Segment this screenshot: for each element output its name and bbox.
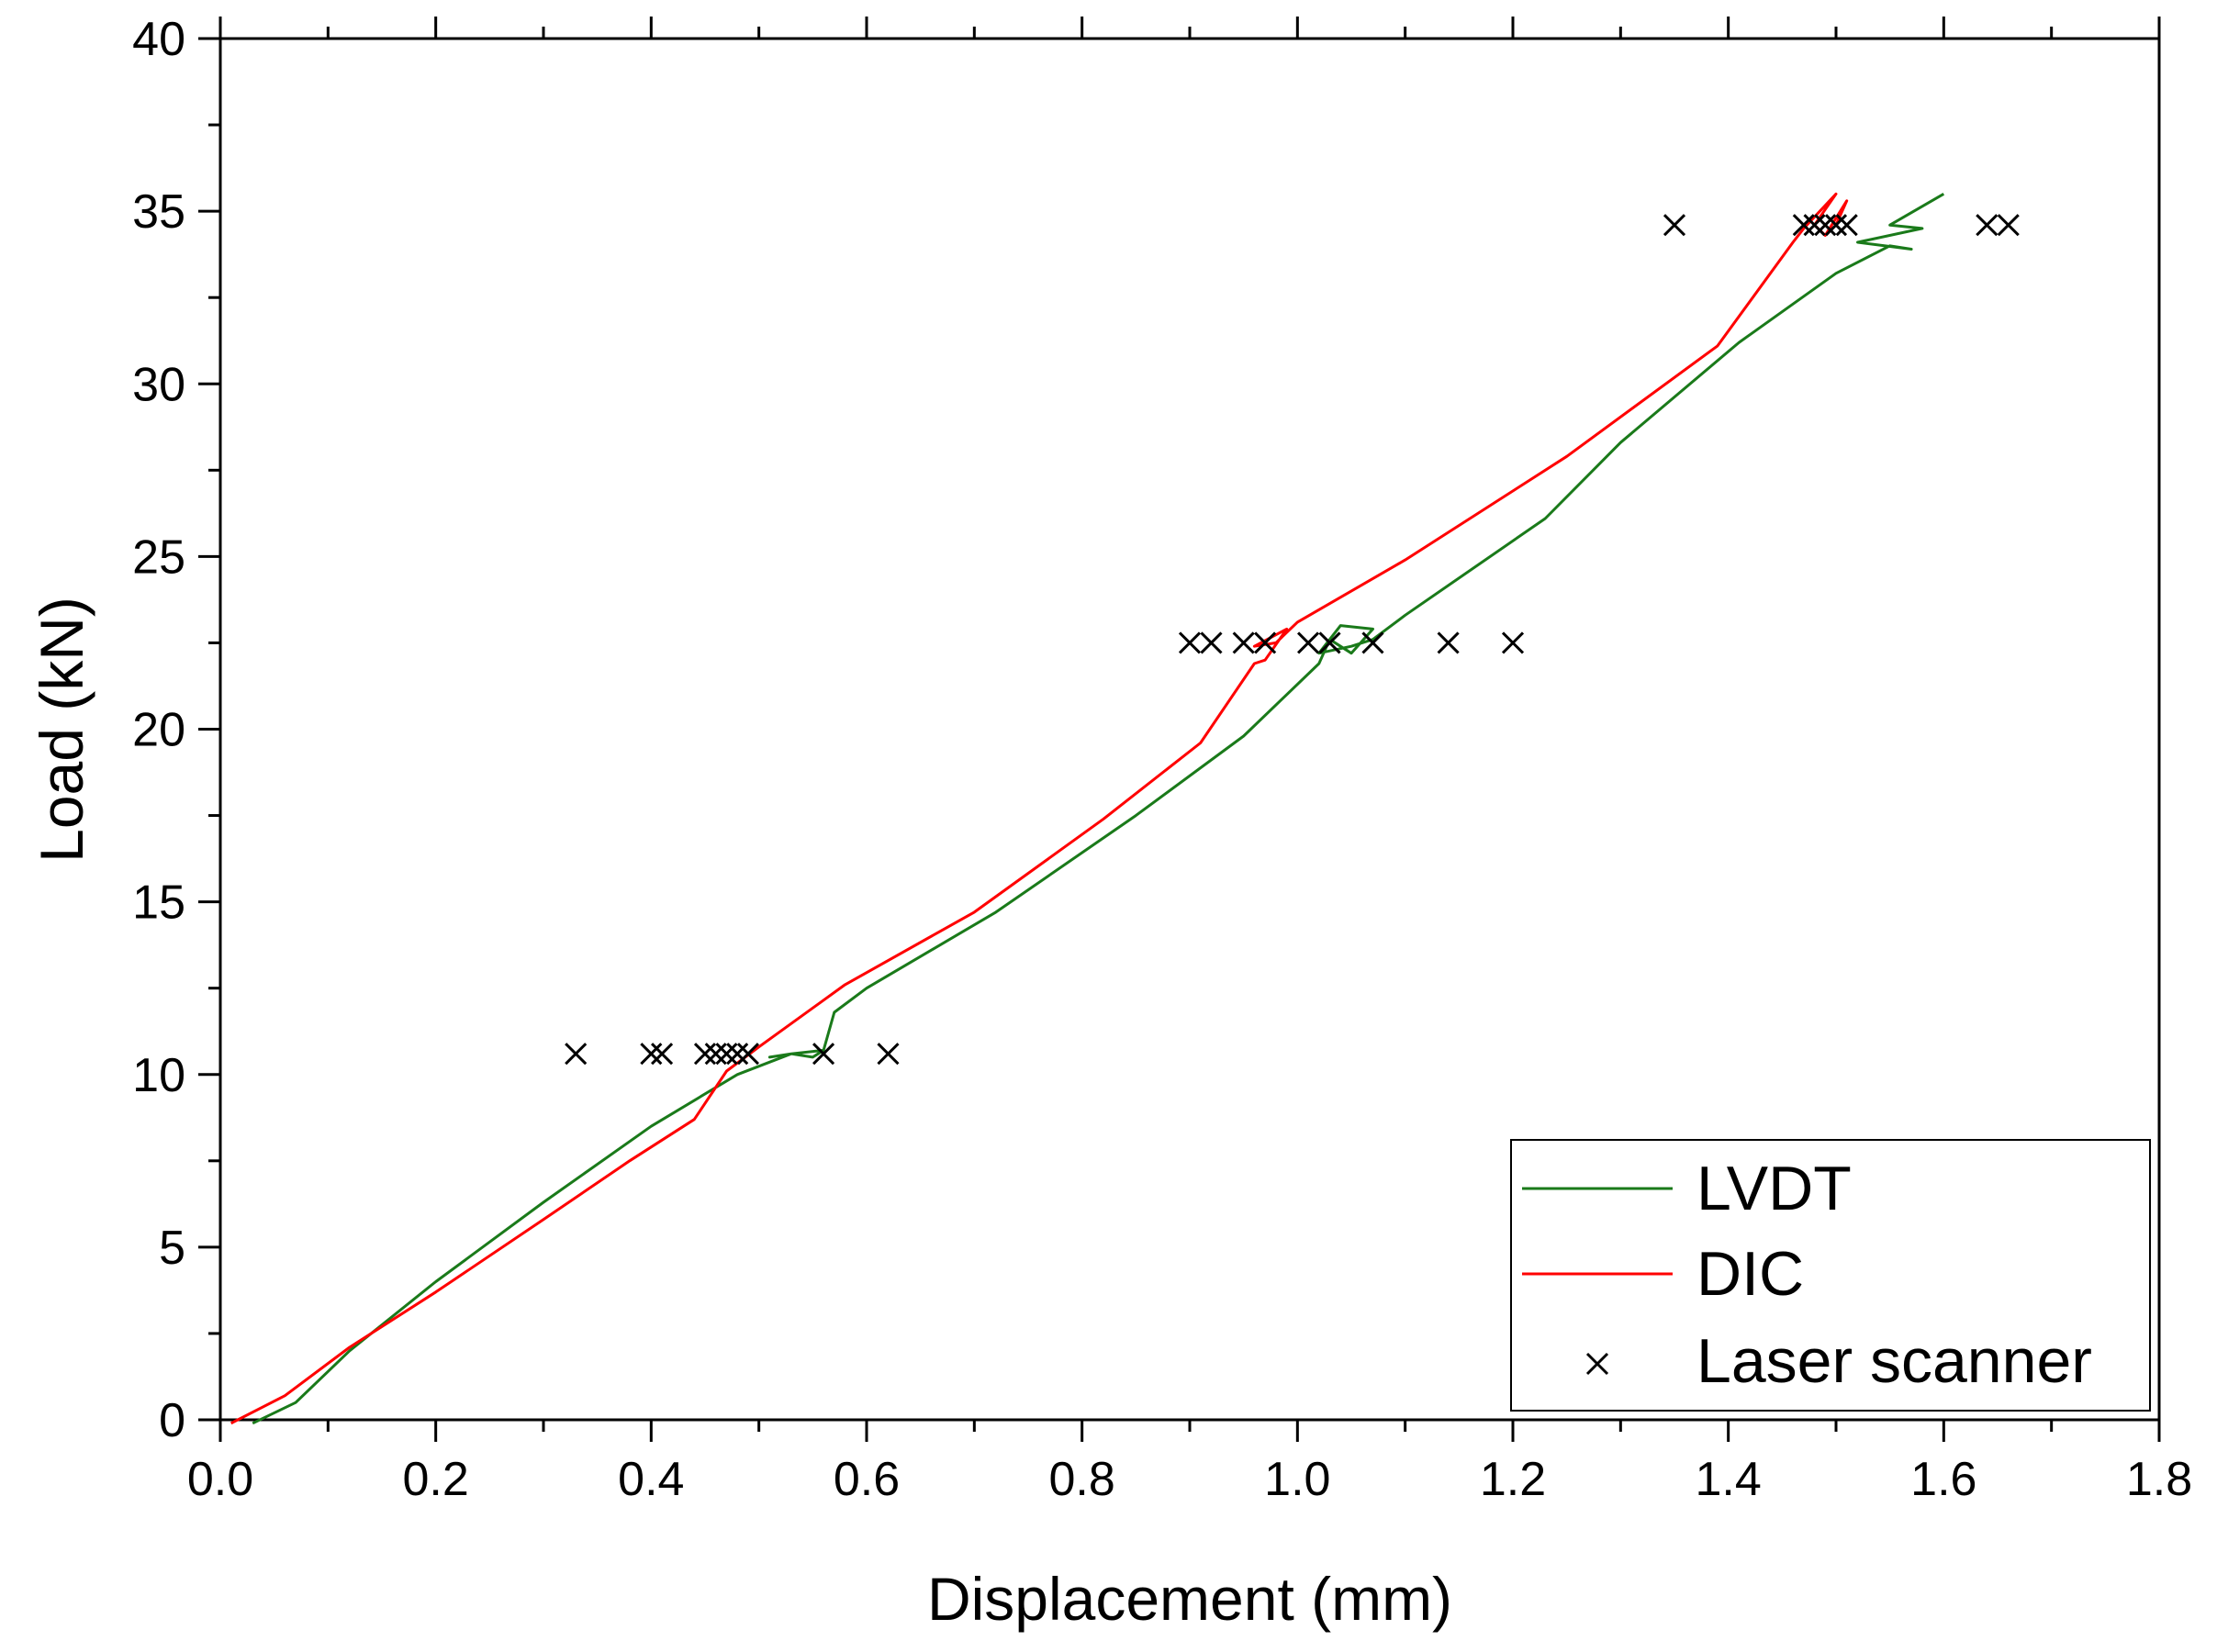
marker-stroke: [1200, 631, 1223, 654]
marker-stroke: [1997, 214, 2020, 237]
legend-label-lvdt: LVDT: [1696, 1154, 1852, 1223]
marker-stroke: [877, 1043, 900, 1066]
marker-stroke: [651, 1043, 674, 1066]
y-tick-label: 30: [132, 358, 185, 411]
laser-scanner-markers: [565, 214, 2020, 1066]
series-line-lvdt: [252, 193, 1945, 1425]
y-tick-label: 15: [132, 876, 185, 930]
scatter-point-laser-scanner: [1361, 631, 1384, 654]
axis-ticks: [198, 17, 2161, 1442]
marker-stroke: [1835, 214, 1858, 237]
x-tick-label: 1.0: [1264, 1453, 1330, 1506]
marker-stroke: [565, 1043, 588, 1066]
marker-stroke: [726, 1043, 749, 1066]
y-tick-label: 5: [159, 1222, 185, 1275]
scatter-point-laser-scanner: [651, 1043, 674, 1066]
y-tick-label: 20: [132, 704, 185, 757]
x-tick-label: 1.4: [1696, 1453, 1762, 1506]
x-tick-label: 0.4: [618, 1453, 684, 1506]
scatter-point-laser-scanner: [1318, 631, 1341, 654]
marker-stroke: [1814, 214, 1837, 237]
scatter-point-laser-scanner: [640, 1043, 663, 1066]
scatter-point-laser-scanner: [1976, 214, 1999, 237]
scatter-point-laser-scanner: [1792, 214, 1815, 237]
marker-stroke: [640, 1043, 663, 1066]
marker-stroke: [1585, 1352, 1609, 1376]
marker-stroke: [1803, 214, 1826, 237]
scatter-point-laser-scanner: [726, 1043, 749, 1066]
marker-stroke: [1976, 214, 1999, 237]
scatter-point-laser-scanner: [812, 1043, 835, 1066]
scatter-point-laser-scanner: [1297, 631, 1320, 654]
legend-swatch-laser-scanner: [1585, 1352, 1609, 1376]
marker-stroke: [1663, 214, 1686, 237]
scatter-point-laser-scanner: [1835, 214, 1858, 237]
x-tick-labels: 0.0 0.2 0.4 0.6 0.8 1.0 1.2 1.4 1.6 1.8: [187, 1453, 2192, 1506]
scatter-point-laser-scanner: [1997, 214, 2020, 237]
marker-stroke: [1361, 631, 1384, 654]
x-tick-label: 1.8: [2126, 1453, 2192, 1506]
y-tick-label: 35: [132, 185, 185, 239]
marker-stroke: [1178, 631, 1202, 654]
y-tick-labels: 0 5 10 15 20 25 30 35 40: [132, 13, 185, 1447]
series-lines: [230, 192, 1945, 1425]
marker-stroke: [1232, 631, 1255, 654]
scatter-point-laser-scanner: [1200, 631, 1223, 654]
scatter-point-laser-scanner: [693, 1043, 717, 1066]
scatter-point-laser-scanner: [877, 1043, 900, 1066]
x-axis-title: Displacement (mm): [927, 1565, 1452, 1633]
scatter-point-laser-scanner: [1803, 214, 1826, 237]
marker-stroke: [736, 1043, 759, 1066]
x-tick-label: 0.2: [403, 1453, 469, 1506]
scatter-point-laser-scanner: [1178, 631, 1202, 654]
x-tick-label: 0.8: [1049, 1453, 1115, 1506]
marker-stroke: [812, 1043, 835, 1066]
y-tick-label: 25: [132, 530, 185, 584]
legend-label-dic: DIC: [1696, 1239, 1804, 1309]
x-tick-label: 1.6: [1910, 1453, 1976, 1506]
scatter-point-laser-scanner: [1254, 631, 1277, 654]
scatter-point-laser-scanner: [736, 1043, 759, 1066]
marker-stroke: [1437, 631, 1460, 654]
scatter-point-laser-scanner: [1437, 631, 1460, 654]
x-tick-label: 0.6: [834, 1453, 900, 1506]
scatter-point-laser-scanner: [1814, 214, 1837, 237]
marker-stroke: [704, 1043, 727, 1066]
marker-stroke: [1501, 631, 1525, 654]
marker-stroke: [1318, 631, 1341, 654]
scatter-point-laser-scanner: [1501, 631, 1525, 654]
marker-stroke: [1824, 214, 1848, 237]
y-tick-label: 0: [159, 1394, 185, 1447]
legend: LVDT DIC Laser scanner: [1510, 1139, 2151, 1412]
y-axis-title: Load (kN): [28, 597, 95, 863]
scatter-point-laser-scanner: [565, 1043, 588, 1066]
legend-marker-x: [1585, 1352, 1609, 1376]
y-tick-label: 10: [132, 1049, 185, 1102]
marker-stroke: [1792, 214, 1815, 237]
scatter-point-laser-scanner: [1663, 214, 1686, 237]
scatter-point-laser-scanner: [1232, 631, 1255, 654]
legend-label-laser-scanner: Laser scanner: [1696, 1326, 2092, 1396]
marker-stroke: [693, 1043, 717, 1066]
scatter-point-laser-scanner: [1824, 214, 1848, 237]
x-tick-label: 0.0: [187, 1453, 253, 1506]
marker-stroke: [1297, 631, 1320, 654]
y-tick-label: 40: [132, 13, 185, 66]
series-line-dic: [230, 192, 1849, 1425]
marker-stroke: [1254, 631, 1277, 654]
x-tick-label: 1.2: [1480, 1453, 1546, 1506]
scatter-point-laser-scanner: [704, 1043, 727, 1066]
marker-stroke: [715, 1043, 738, 1066]
scatter-point-laser-scanner: [715, 1043, 738, 1066]
